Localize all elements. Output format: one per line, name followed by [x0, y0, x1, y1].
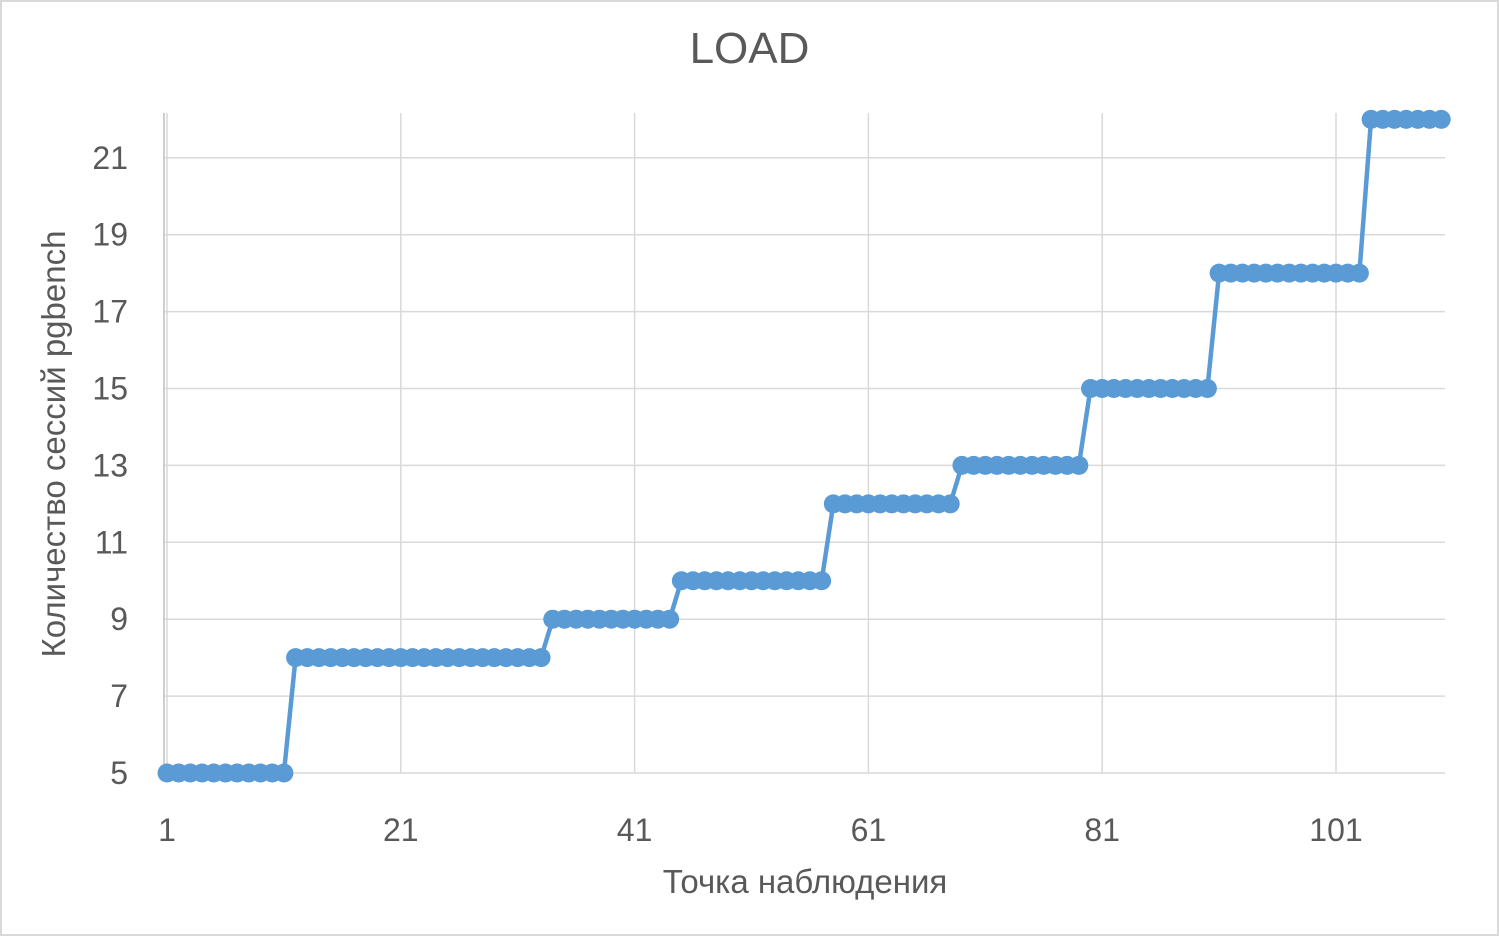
data-point-marker — [1431, 109, 1451, 129]
x-axis-title: Точка наблюдения — [662, 863, 948, 900]
y-tick-label: 11 — [95, 524, 128, 560]
data-point-marker — [531, 648, 551, 668]
y-axis-title: Количество сессий pgbench — [35, 230, 72, 658]
y-tick-label: 21 — [92, 140, 128, 176]
x-tick-label: 1 — [158, 812, 176, 848]
data-point-marker — [812, 571, 832, 591]
series-line — [164, 117, 1444, 776]
y-tick-label: 17 — [92, 294, 128, 330]
data-point-marker — [1069, 455, 1089, 475]
data-point-marker — [274, 763, 294, 783]
data-point-marker — [660, 609, 680, 629]
x-tick-label: 41 — [617, 812, 653, 848]
x-tick-label: 81 — [1084, 812, 1120, 848]
x-tick-label: 101 — [1309, 812, 1362, 848]
x-tick-label: 21 — [383, 812, 419, 848]
data-point-marker — [940, 494, 960, 514]
y-tick-label: 15 — [92, 371, 128, 407]
y-tick-label: 13 — [92, 447, 128, 483]
x-tick-label: 61 — [851, 812, 887, 848]
chart-title: LOAD — [689, 24, 810, 73]
y-tick-label: 5 — [110, 755, 128, 791]
y-tick-label: 9 — [110, 601, 128, 637]
y-tick-label: 7 — [110, 678, 128, 714]
y-tick-label: 19 — [92, 217, 128, 253]
data-point-marker — [1197, 379, 1217, 398]
data-point-marker — [1349, 263, 1369, 283]
